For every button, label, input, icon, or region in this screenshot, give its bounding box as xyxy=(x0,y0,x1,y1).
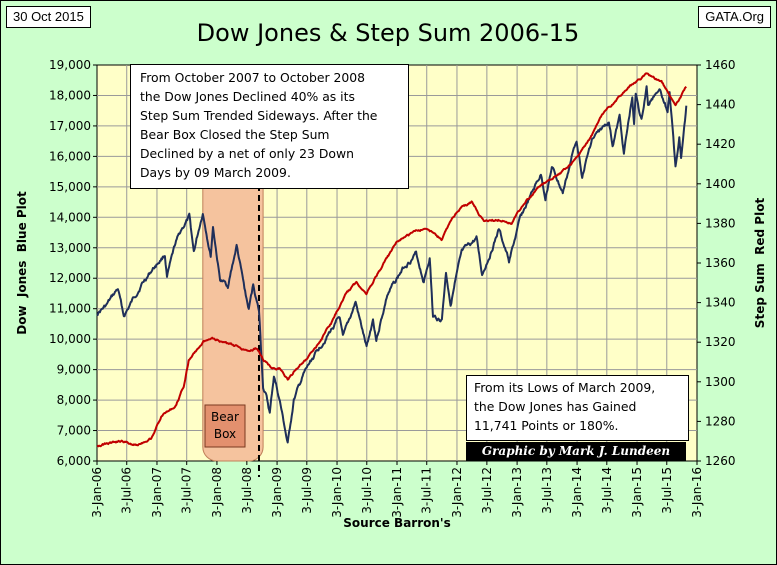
annotation-line: Bear Box Closed the Step Sum xyxy=(140,127,330,142)
annotation-recovery: From its Lows of March 2009, the Dow Jone… xyxy=(466,375,689,441)
x-tick-label: 3-Jan-12 xyxy=(450,467,464,518)
y-tick-label-left: 13,000 xyxy=(49,241,91,255)
annotation-line: Days by 09 March 2009. xyxy=(140,165,291,180)
y-tick-label-left: 18,000 xyxy=(49,88,91,102)
annotation-line: 11,741 Points or 180%. xyxy=(474,418,619,433)
series-line-dow-jones xyxy=(96,85,688,444)
x-tick-label: 3-Jul-07 xyxy=(180,467,194,514)
y-tick-label-left: 6,000 xyxy=(57,454,91,468)
bear-box-label-bg xyxy=(204,404,246,448)
x-axis-label: Source Barron's xyxy=(343,516,450,530)
y-axis-label-right: Step Sum Red Plot xyxy=(753,198,767,329)
bear-box-label: Box xyxy=(214,427,236,441)
chart-title: Dow Jones & Step Sum 2006-15 xyxy=(197,19,580,47)
y-tick-label-left: 16,000 xyxy=(49,149,91,163)
credit-label: Graphic by Mark J. Lundeen xyxy=(466,442,686,461)
x-tick-label: 3-Jul-12 xyxy=(480,467,494,514)
x-tick-label: 3-Jan-09 xyxy=(270,467,284,518)
x-tick-label: 3-Jan-14 xyxy=(570,467,584,518)
x-tick-label: 3-Jan-06 xyxy=(90,467,104,518)
axis-layer: 6,000 7,000 8,000 9,000 10,000 11,000 12,000 13… xyxy=(49,58,736,518)
y-tick-label-left: 12,000 xyxy=(49,271,91,285)
source-site-label: GATA.Org xyxy=(698,6,771,28)
annotation-line: From October 2007 to October 2008 xyxy=(140,70,366,85)
y-tick-label-left: 8,000 xyxy=(57,393,91,407)
y-tick-label-left: 19,000 xyxy=(49,58,91,72)
y-tick-label-right: 1280 xyxy=(705,414,736,428)
y-tick-label-left: 7,000 xyxy=(57,424,91,438)
y-tick-label-left: 9,000 xyxy=(57,363,91,377)
y-tick-label-right: 1300 xyxy=(705,375,736,389)
y-tick-label-left: 11,000 xyxy=(49,302,91,316)
annotation-line: From its Lows of March 2009, xyxy=(474,380,656,395)
y-tick-label-right: 1380 xyxy=(705,216,736,230)
x-tick-label: 3-Jul-09 xyxy=(300,467,314,514)
annotation-line: Step Sum Trended Sideways. After the xyxy=(140,108,378,123)
annotation-line: Declined by a net of only 23 Down xyxy=(140,146,354,161)
y-tick-label-right: 1320 xyxy=(705,335,736,349)
x-tick-label: 3-Jan-13 xyxy=(510,467,524,518)
annotation-bear-market: From October 2007 to October 2008 the Dow… xyxy=(130,64,409,189)
annotation-line: the Dow Jones has Gained xyxy=(474,399,637,414)
date-label: 30 Oct 2015 xyxy=(6,6,91,28)
y-axis-label-left: Dow Jones Blue Plot xyxy=(15,191,29,335)
annotation-line: the Dow Jones Declined 40% as its xyxy=(140,89,355,104)
y-tick-label-left: 17,000 xyxy=(49,119,91,133)
series-layer xyxy=(96,72,688,448)
x-tick-label: 3-Jan-07 xyxy=(150,467,164,518)
y-tick-label-right: 1420 xyxy=(705,137,736,151)
y-tick-label-left: 10,000 xyxy=(49,332,91,346)
x-tick-label: 3-Jan-08 xyxy=(210,467,224,518)
x-tick-label: 3-Jul-10 xyxy=(360,467,374,514)
y-tick-label-right: 1260 xyxy=(705,454,736,468)
x-tick-label: 3-Jan-15 xyxy=(630,467,644,518)
x-tick-label: 3-Jul-11 xyxy=(420,467,434,514)
x-tick-label: 3-Jan-16 xyxy=(690,467,704,518)
x-tick-label: 3-Jul-08 xyxy=(240,467,254,514)
x-tick-label: 3-Jul-06 xyxy=(120,467,134,514)
y-tick-label-right: 1400 xyxy=(705,177,736,191)
y-tick-label-left: 15,000 xyxy=(49,180,91,194)
x-tick-label: 3-Jan-11 xyxy=(390,467,404,518)
y-tick-label-left: 14,000 xyxy=(49,210,91,224)
y-tick-label-right: 1440 xyxy=(705,98,736,112)
x-tick-label: 3-Jul-13 xyxy=(540,467,554,514)
x-tick-label: 3-Jul-15 xyxy=(660,467,674,514)
series-line-step-sum xyxy=(96,72,687,448)
x-tick-label: 3-Jan-10 xyxy=(330,467,344,518)
y-tick-label-right: 1360 xyxy=(705,256,736,270)
y-tick-label-right: 1340 xyxy=(705,296,736,310)
x-tick-label: 3-Jul-14 xyxy=(600,467,614,514)
bear-box-label: Bear xyxy=(211,410,239,424)
y-tick-label-right: 1460 xyxy=(705,58,736,72)
